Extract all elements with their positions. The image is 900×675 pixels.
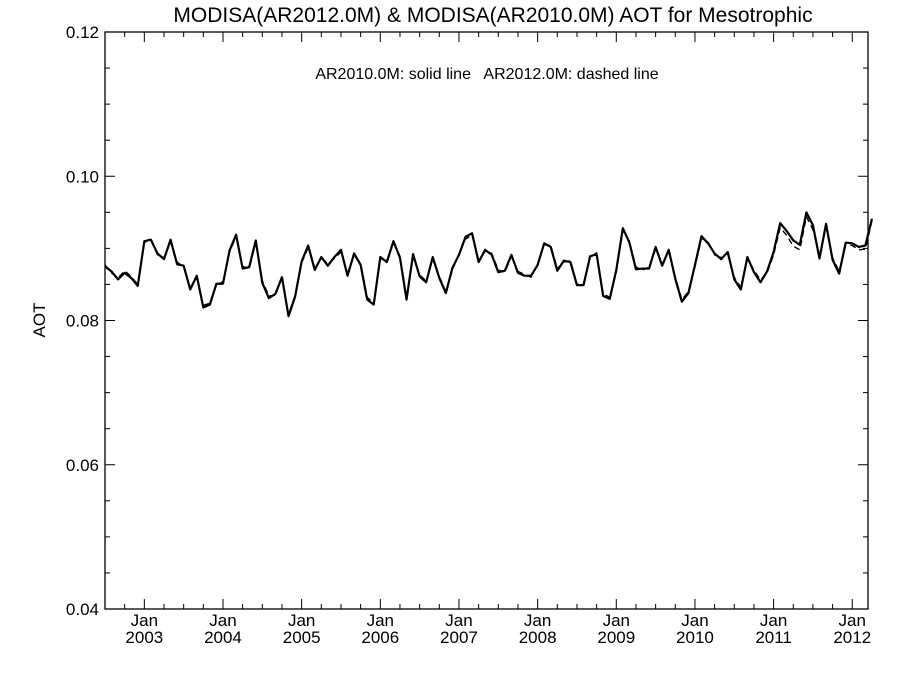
x-tick-label-year: 2008: [519, 628, 557, 647]
y-tick-label: 0.04: [66, 600, 99, 619]
x-tick-label-year: 2004: [204, 628, 242, 647]
x-axis: Jan2003Jan2004Jan2005Jan2006Jan2007Jan20…: [104, 32, 871, 647]
line-style-annotation: AR2010.0M: solid line AR2012.0M: dashed …: [315, 66, 658, 83]
y-axis: 0.04 0.06 0.08 0.10 0.12: [66, 23, 868, 619]
x-tick-label-month: Jan: [131, 611, 158, 630]
y-tick-label: 0.06: [66, 456, 99, 475]
x-tick-label-year: 2005: [283, 628, 321, 647]
x-tick-label-month: Jan: [445, 611, 472, 630]
x-tick-label-year: 2011: [755, 628, 792, 647]
x-tick-label-month: Jan: [367, 611, 394, 630]
x-tick-label-month: Jan: [603, 611, 630, 630]
x-tick-label-month: Jan: [288, 611, 315, 630]
y-axis-label: AOT: [30, 303, 49, 338]
x-tick-label-month: Jan: [681, 611, 708, 630]
x-tick-label-month: Jan: [524, 611, 551, 630]
y-tick-label: 0.12: [66, 23, 99, 42]
series-layer: [104, 211, 873, 318]
x-tick-label-year: 2003: [125, 628, 163, 647]
y-tick-label: 0.10: [66, 167, 99, 186]
chart-title: MODISA(AR2012.0M) & MODISA(AR2010.0M) AO…: [173, 4, 812, 27]
x-tick-label-year: 2009: [597, 628, 635, 647]
x-tick-label-month: Jan: [839, 611, 866, 630]
x-tick-label-year: 2012: [833, 628, 871, 647]
x-tick-label-month: Jan: [760, 611, 787, 630]
x-tick-label-year: 2006: [361, 628, 399, 647]
x-tick-label-month: Jan: [209, 611, 236, 630]
x-tick-label-year: 2007: [440, 628, 478, 647]
y-tick-label: 0.08: [66, 312, 99, 331]
series-line-ar2012-0m: [104, 215, 873, 316]
series-line-ar2010-0m: [104, 211, 873, 318]
x-tick-label-year: 2010: [676, 628, 714, 647]
